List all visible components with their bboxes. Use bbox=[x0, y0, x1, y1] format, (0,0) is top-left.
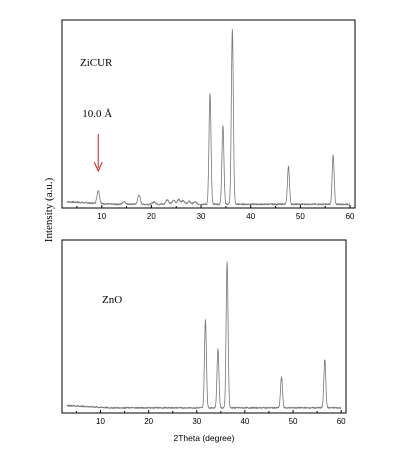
sample-label: ZiCUR bbox=[80, 57, 113, 69]
x-tick-label: 30 bbox=[197, 212, 206, 221]
x-tick-label: 50 bbox=[289, 417, 298, 426]
x-tick-label: 10 bbox=[97, 212, 106, 221]
x-tick-label: 40 bbox=[246, 212, 255, 221]
y-axis-label: Intensity (a.u.) bbox=[43, 177, 55, 242]
annotation-label: 10.0 Å bbox=[82, 108, 112, 120]
plot-frame bbox=[61, 19, 356, 209]
x-tick-label: 50 bbox=[296, 212, 305, 221]
xrd-trace bbox=[66, 28, 351, 206]
x-tick-label: 60 bbox=[337, 417, 346, 426]
x-tick-label: 10 bbox=[96, 417, 105, 426]
sample-label: ZnO bbox=[102, 294, 122, 306]
x-tick-label: 20 bbox=[144, 417, 153, 426]
x-tick-label: 40 bbox=[240, 417, 249, 426]
xrd-trace bbox=[66, 261, 342, 409]
x-axis-label: 2Theta (degree) bbox=[174, 433, 235, 443]
zno-panel: 10 20 30 40 50 60 ZnO 2Theta (degree) bbox=[61, 239, 347, 443]
zicur-panel: 10 20 30 40 50 60 ZiCUR 10.0 Å bbox=[61, 19, 356, 221]
annotation-arrowhead bbox=[93, 161, 103, 173]
x-tick-label: 30 bbox=[192, 417, 201, 426]
x-tick-label: 20 bbox=[147, 212, 156, 221]
x-tick-label: 60 bbox=[346, 212, 355, 221]
plot-frame bbox=[61, 239, 347, 414]
